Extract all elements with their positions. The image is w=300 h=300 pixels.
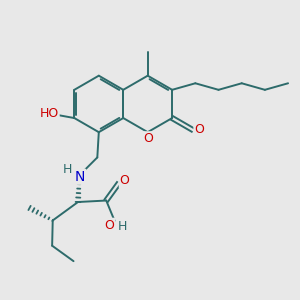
Text: O: O: [143, 132, 153, 145]
Text: N: N: [75, 170, 85, 184]
Text: O: O: [120, 174, 130, 188]
Text: O: O: [104, 219, 114, 232]
Text: H: H: [62, 164, 72, 176]
Text: O: O: [194, 123, 204, 136]
Text: HO: HO: [40, 107, 59, 120]
Text: H: H: [117, 220, 127, 232]
